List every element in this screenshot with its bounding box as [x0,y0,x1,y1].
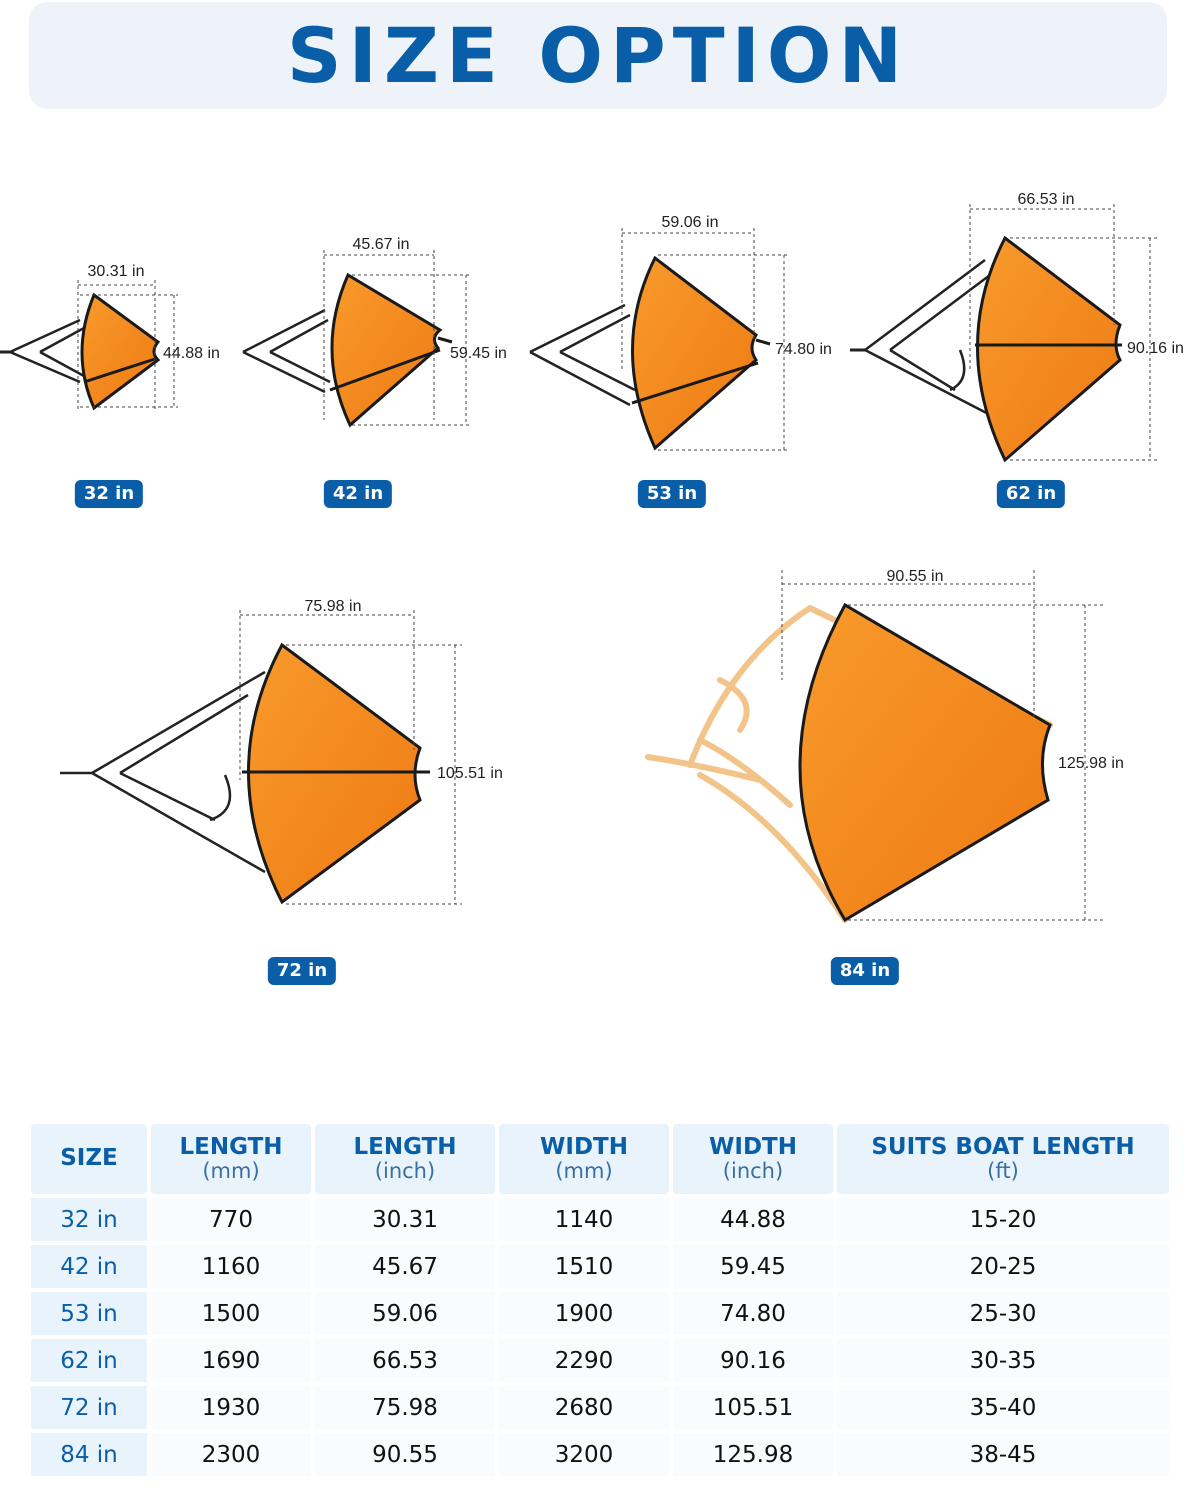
header-title: SIZE [60,1145,118,1172]
size-badge: 62 in [996,480,1066,508]
table-cell: 38-45 [837,1433,1169,1476]
length-label: 59.06 in [662,214,719,231]
table-cell: 2300 [151,1433,311,1476]
header-title: LENGTH [353,1133,457,1160]
size-cell: 32 in [31,1198,147,1241]
table-row: 32 in 770 30.31 1140 44.88 15-20 [31,1198,1169,1241]
size-cell: 84 in [31,1433,147,1476]
table-cell: 770 [151,1198,311,1241]
header-title: WIDTH [709,1133,797,1160]
size-cell: 42 in [31,1245,147,1288]
width-label: 74.80 in [775,341,832,358]
table-cell: 90.16 [673,1339,833,1382]
table-cell: 2290 [499,1339,669,1382]
header-width-inch: WIDTH (inch) [673,1124,833,1194]
header-unit: (mm) [555,1159,613,1184]
table-cell: 44.88 [673,1198,833,1241]
header-unit: (ft) [987,1159,1019,1184]
width-label: 90.16 in [1127,340,1184,357]
width-label: 44.88 in [163,345,220,362]
table-cell: 125.98 [673,1433,833,1476]
table-row: 62 in 1690 66.53 2290 90.16 30-35 [31,1339,1169,1382]
size-badge: 32 in [74,480,144,508]
anchor-84-in: 90.55 in 125.98 in [645,568,1124,923]
table-cell: 20-25 [837,1245,1169,1288]
length-label: 75.98 in [305,598,362,615]
header-title: WIDTH [540,1133,628,1160]
table-row: 84 in 2300 90.55 3200 125.98 38-45 [31,1433,1169,1476]
size-badge: 72 in [267,957,337,985]
anchor-72-in: 75.98 in 105.51 in [60,598,503,905]
table-row: 53 in 1500 59.06 1900 74.80 25-30 [31,1292,1169,1335]
table-cell: 3200 [499,1433,669,1476]
table-cell: 25-30 [837,1292,1169,1335]
table-cell: 90.55 [315,1433,495,1476]
table-cell: 74.80 [673,1292,833,1335]
header-title: SUITS BOAT LENGTH [871,1133,1135,1160]
table-cell: 15-20 [837,1198,1169,1241]
table-cell: 1510 [499,1245,669,1288]
anchor-42-in: 45.67 in 59.45 in [242,236,507,428]
table-cell: 59.06 [315,1292,495,1335]
header-boat-length: SUITS BOAT LENGTH (ft) [837,1124,1169,1194]
table-cell: 1930 [151,1386,311,1429]
table-cell: 1690 [151,1339,311,1382]
size-badge: 53 in [637,480,707,508]
header-width-mm: WIDTH (mm) [499,1124,669,1194]
length-label: 90.55 in [887,568,944,585]
table-cell: 105.51 [673,1386,833,1429]
length-label: 66.53 in [1018,191,1075,208]
length-label: 30.31 in [88,263,145,280]
anchor-53-in: 59.06 in 74.80 in [529,214,832,451]
table-row: 72 in 1930 75.98 2680 105.51 35-40 [31,1386,1169,1429]
header-size: SIZE [31,1124,147,1194]
size-cell: 62 in [31,1339,147,1382]
size-cell: 53 in [31,1292,147,1335]
page-title: SIZE OPTION [286,11,910,100]
illustration-canvas: 30.31 in 44.88 in 45.67 in 59.45 in 59.0… [0,191,1184,923]
header-unit: (mm) [202,1159,260,1184]
title-banner: SIZE OPTION [29,2,1167,109]
table-cell: 1900 [499,1292,669,1335]
table-cell: 30-35 [837,1339,1169,1382]
table-cell: 1160 [151,1245,311,1288]
header-unit: (inch) [374,1159,436,1184]
length-label: 45.67 in [353,236,410,253]
table-cell: 66.53 [315,1339,495,1382]
size-cell: 72 in [31,1386,147,1429]
size-spec-table: SIZE LENGTH (mm) LENGTH (inch) WIDTH (mm) W… [27,1120,1173,1480]
width-label: 105.51 in [437,765,503,782]
anchor-32-in: 30.31 in 44.88 in [0,263,220,411]
table-cell: 2680 [499,1386,669,1429]
table-cell: 75.98 [315,1386,495,1429]
header-length-inch: LENGTH (inch) [315,1124,495,1194]
header-unit: (inch) [722,1159,784,1184]
header-length-mm: LENGTH (mm) [151,1124,311,1194]
anchor-62-in: 66.53 in 90.16 in [850,191,1184,463]
size-illustrations: 30.31 in 44.88 in 45.67 in 59.45 in 59.0… [0,120,1193,1000]
size-badge: 42 in [323,480,393,508]
table-cell: 30.31 [315,1198,495,1241]
size-badge: 84 in [830,957,900,985]
table-cell: 35-40 [837,1386,1169,1429]
header-title: LENGTH [179,1133,283,1160]
width-label: 59.45 in [450,345,507,362]
table-row: 42 in 1160 45.67 1510 59.45 20-25 [31,1245,1169,1288]
table-cell: 1140 [499,1198,669,1241]
table-cell: 45.67 [315,1245,495,1288]
table-cell: 59.45 [673,1245,833,1288]
table-header-row: SIZE LENGTH (mm) LENGTH (inch) WIDTH (mm) W… [31,1124,1169,1194]
width-label: 125.98 in [1058,755,1124,772]
table-cell: 1500 [151,1292,311,1335]
